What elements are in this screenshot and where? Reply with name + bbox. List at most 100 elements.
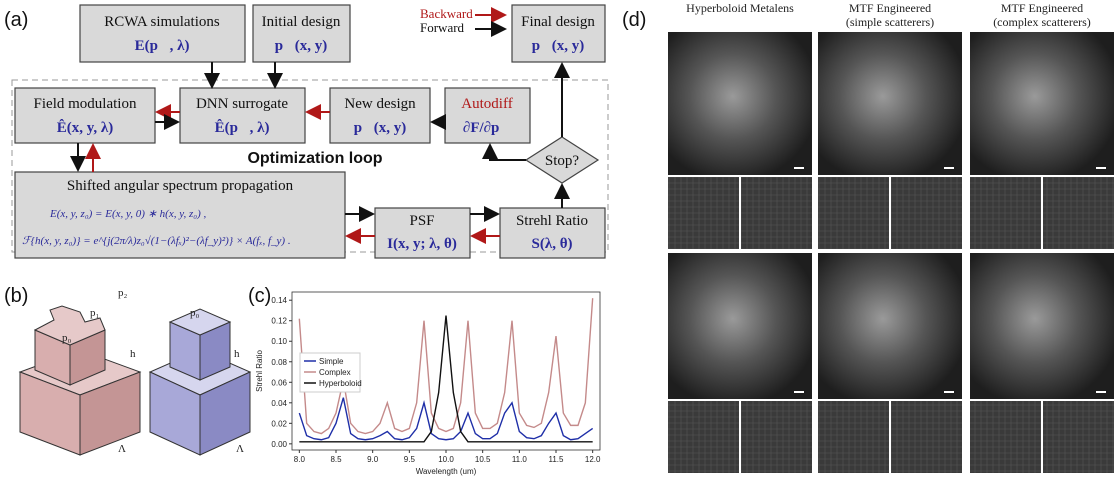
image — [668, 32, 812, 175]
node — [179, 87, 306, 144]
equation: ℱ{h(x, y, z₀)} = e^{j(2π/λ)z₀√(1−(λfₓ)²−… — [22, 235, 291, 247]
series-line — [298, 397, 594, 441]
y-tick-label: 0.04 — [271, 399, 287, 408]
y-tick-label: 0.00 — [271, 440, 287, 449]
node — [374, 207, 471, 259]
flowchart: RCWA simulations E(p⃗, λ) Initial design… — [11, 4, 609, 259]
decision-label: Stop? — [545, 153, 580, 169]
column-header: (complex scatterers) — [993, 15, 1091, 29]
node — [499, 207, 606, 259]
y-tick-label: 0.12 — [271, 317, 287, 326]
node-expr: Ê(p⃗, λ) — [215, 119, 270, 136]
dim-label: p₀ — [62, 332, 72, 344]
dim-label: Λ — [236, 443, 244, 455]
y-tick-label: 0.02 — [271, 419, 287, 428]
unit-cells — [18, 305, 252, 456]
dim-label: Λ — [118, 443, 126, 455]
node — [444, 87, 531, 144]
inset — [668, 177, 739, 249]
scale-bar — [1096, 167, 1106, 169]
image — [970, 253, 1114, 399]
panel-label: (b) — [4, 285, 28, 307]
node-expr: E(p⃗, λ) — [135, 38, 190, 54]
node — [79, 4, 246, 63]
dim-label: p₀ — [190, 307, 200, 319]
inset — [741, 401, 812, 473]
scale-bar — [1096, 391, 1106, 393]
x-tick-label: 10.0 — [438, 455, 454, 464]
panel-label: (c) — [248, 285, 271, 307]
series-line — [299, 315, 593, 443]
scale-bar — [944, 391, 954, 393]
series-line — [298, 298, 594, 435]
legend-label: Simple — [319, 357, 344, 366]
inset — [1043, 177, 1114, 249]
image — [970, 32, 1114, 175]
x-tick-label: 10.5 — [475, 455, 491, 464]
scale-bar — [794, 391, 804, 393]
arrows — [70, 62, 570, 244]
dim-label: p₂ — [118, 287, 128, 299]
node-label: PSF — [409, 213, 434, 229]
node-expr: p⃗(x, y) — [275, 38, 328, 54]
x-axis-label: Wavelength (um) — [416, 467, 477, 476]
node-expr: p⃗(x, y) — [532, 38, 585, 54]
loop-label: Optimization loop — [247, 150, 382, 167]
x-tick-label: 8.5 — [330, 455, 342, 464]
legend-label: Backward — [420, 6, 473, 21]
inset — [818, 401, 889, 473]
node — [14, 171, 346, 259]
scale-bar — [944, 167, 954, 169]
node — [252, 4, 351, 63]
legend-label: Hyperboloid — [319, 379, 362, 388]
column-header: Hyperboloid Metalens — [686, 1, 794, 15]
node-expr: I(x, y; λ, θ) — [387, 236, 457, 252]
column-header: (simple scatterers) — [846, 15, 934, 29]
x-tick-label: 11.5 — [549, 455, 565, 464]
legend-label: Forward — [420, 20, 465, 35]
node-label: Final design — [521, 14, 595, 30]
node-label: Shifted angular spectrum propagation — [67, 178, 294, 194]
y-tick-label: 0.06 — [271, 378, 287, 387]
column-header: MTF Engineered — [849, 1, 931, 15]
y-tick-label: 0.08 — [271, 358, 287, 367]
image — [818, 253, 962, 399]
inset — [970, 401, 1041, 473]
x-tick-label: 12.0 — [585, 455, 601, 464]
inset — [970, 177, 1041, 249]
inset — [668, 401, 739, 473]
dim-label: h — [130, 348, 136, 360]
y-tick-label: 0.10 — [271, 337, 287, 346]
node-expr: Ê(x, y, λ) — [57, 119, 114, 136]
node-label: Initial design — [262, 14, 341, 30]
x-tick-label: 9.5 — [404, 455, 416, 464]
panel-label: (d) — [622, 9, 646, 31]
node — [329, 87, 431, 144]
inset — [818, 177, 889, 249]
image — [818, 32, 962, 175]
node-label: Strehl Ratio — [516, 213, 588, 229]
node-label: RCWA simulations — [104, 14, 220, 30]
panel-label: (a) — [4, 9, 28, 31]
inset — [891, 401, 962, 473]
dim-label: p₁ — [90, 307, 100, 319]
inset — [891, 177, 962, 249]
inset — [741, 177, 812, 249]
node-label: Autodiff — [461, 96, 512, 112]
node-label: DNN surrogate — [196, 96, 288, 112]
equation: E(x, y, z₀) = E(x, y, 0) ∗ h(x, y, z₀) , — [49, 208, 206, 220]
node-label: New design — [344, 96, 416, 112]
node-expr: ∂F/∂p⃗ — [463, 120, 511, 136]
y-axis-label: Strehl Ratio — [255, 350, 264, 392]
x-tick-label: 11.0 — [512, 455, 528, 464]
y-tick-label: 0.14 — [271, 296, 287, 305]
image-grid: Hyperboloid Metalens MTF Engineered(simpl… — [668, 1, 1114, 473]
x-tick-label: 9.0 — [367, 455, 379, 464]
scale-bar — [794, 167, 804, 169]
node-expr: S(λ, θ) — [531, 236, 572, 252]
column-header: MTF Engineered — [1001, 1, 1083, 15]
legend-label: Complex — [319, 368, 351, 377]
inset — [1043, 401, 1114, 473]
node-label: Field modulation — [34, 96, 137, 112]
